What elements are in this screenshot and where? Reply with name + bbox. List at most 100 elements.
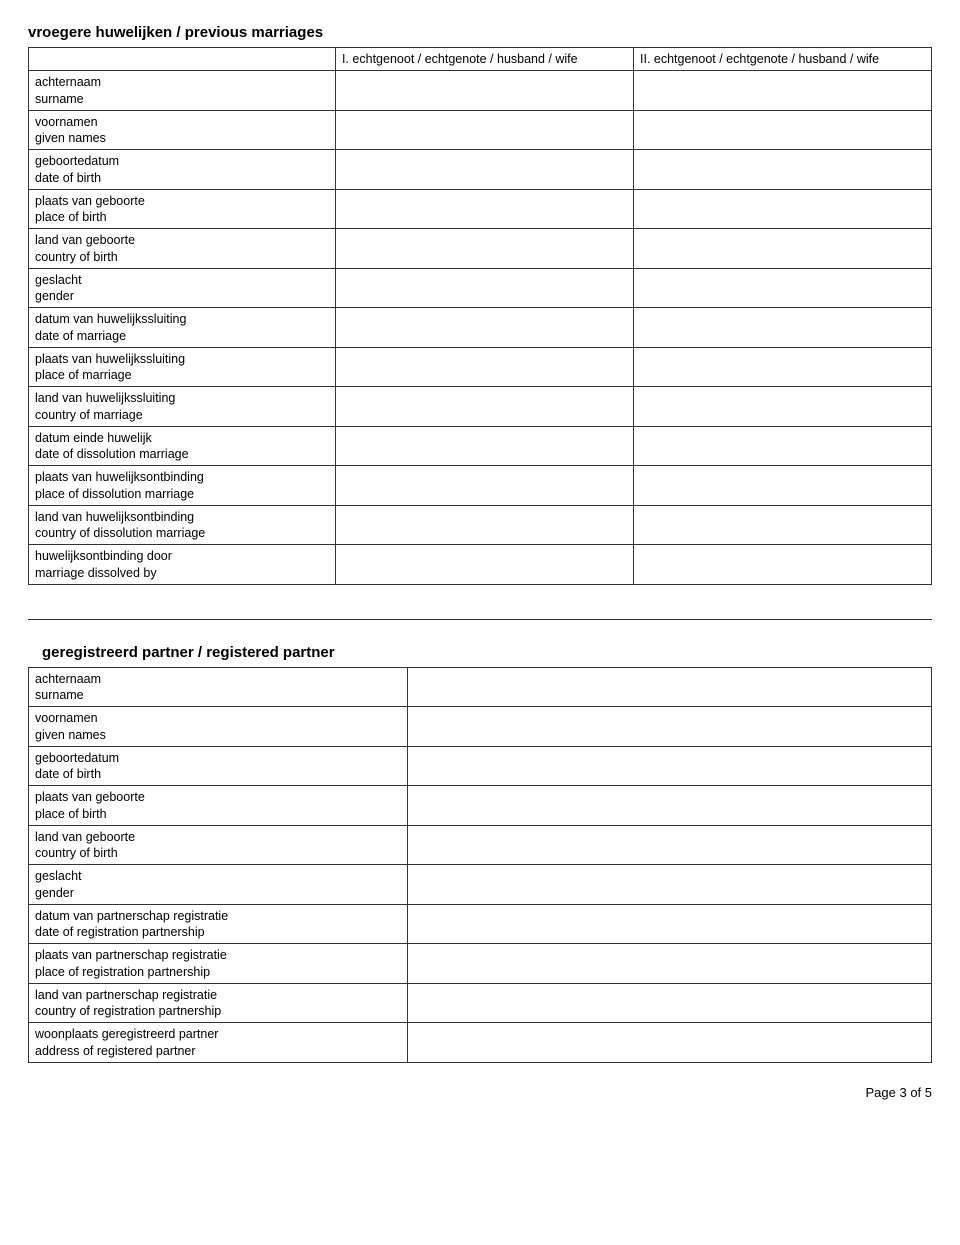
label-en: surname [35,687,401,703]
value-cell[interactable] [408,746,932,786]
row-label: land van geboorte country of birth [29,229,336,269]
label-en: date of birth [35,170,329,186]
row-label: land van huwelijksontbinding country of … [29,505,336,545]
value-cell[interactable] [634,268,932,308]
row-label: geslacht gender [29,268,336,308]
value-cell[interactable] [634,505,932,545]
label-en: country of marriage [35,407,329,423]
label-nl: geslacht [35,272,329,288]
label-nl: woonplaats geregistreerd partner [35,1026,401,1042]
label-nl: achternaam [35,671,401,687]
label-en: country of birth [35,249,329,265]
label-en: given names [35,727,401,743]
label-nl: geboortedatum [35,750,401,766]
value-cell[interactable] [336,71,634,111]
label-en: date of marriage [35,328,329,344]
label-en: marriage dissolved by [35,565,329,581]
label-nl: land van geboorte [35,829,401,845]
label-en: surname [35,91,329,107]
value-cell[interactable] [336,426,634,466]
value-cell[interactable] [408,983,932,1023]
previous-marriages-table: I. echtgenoot / echtgenote / husband / w… [28,47,932,585]
row-label: huwelijksontbinding door marriage dissol… [29,545,336,585]
table-row: achternaam surname [29,71,932,111]
label-en: given names [35,130,329,146]
value-cell[interactable] [408,786,932,826]
table-row: land van geboorte country of birth [29,229,932,269]
row-label: achternaam surname [29,667,408,707]
value-cell[interactable] [336,189,634,229]
label-en: date of dissolution marriage [35,446,329,462]
label-nl: geslacht [35,868,401,884]
value-cell[interactable] [336,268,634,308]
table-row: plaats van huwelijksontbinding place of … [29,466,932,506]
table-row: land van partnerschap registratie countr… [29,983,932,1023]
value-cell[interactable] [408,904,932,944]
label-en: place of birth [35,806,401,822]
value-cell[interactable] [634,387,932,427]
table-row: datum van partnerschap registratie date … [29,904,932,944]
value-cell[interactable] [408,667,932,707]
value-cell[interactable] [336,110,634,150]
value-cell[interactable] [336,505,634,545]
value-cell[interactable] [336,347,634,387]
table-row: land van huwelijksontbinding country of … [29,505,932,545]
row-label: geslacht gender [29,865,408,905]
value-cell[interactable] [634,229,932,269]
label-nl: datum van partnerschap registratie [35,908,401,924]
row-label: datum van huwelijkssluiting date of marr… [29,308,336,348]
value-cell[interactable] [408,825,932,865]
value-cell[interactable] [336,308,634,348]
row-label: land van geboorte country of birth [29,825,408,865]
label-en: gender [35,885,401,901]
row-label: land van huwelijkssluiting country of ma… [29,387,336,427]
label-en: country of birth [35,845,401,861]
value-cell[interactable] [634,347,932,387]
label-en: place of marriage [35,367,329,383]
label-nl: huwelijksontbinding door [35,548,329,564]
section2-title: geregistreerd partner / registered partn… [42,644,932,661]
section1-title: vroegere huwelijken / previous marriages [28,24,932,41]
value-cell[interactable] [336,387,634,427]
value-cell[interactable] [408,944,932,984]
label-nl: plaats van huwelijksontbinding [35,469,329,485]
value-cell[interactable] [408,1023,932,1063]
row-label: woonplaats geregistreerd partner address… [29,1023,408,1063]
value-cell[interactable] [634,150,932,190]
value-cell[interactable] [336,545,634,585]
value-cell[interactable] [408,865,932,905]
row-label: plaats van partnerschap registratie plac… [29,944,408,984]
table-header-row: I. echtgenoot / echtgenote / husband / w… [29,48,932,71]
label-en: place of birth [35,209,329,225]
section-divider [28,619,932,620]
row-label: voornamen given names [29,707,408,747]
label-nl: achternaam [35,74,329,90]
value-cell[interactable] [634,189,932,229]
value-cell[interactable] [634,466,932,506]
value-cell[interactable] [336,466,634,506]
value-cell[interactable] [408,707,932,747]
label-nl: land van geboorte [35,232,329,248]
value-cell[interactable] [634,426,932,466]
value-cell[interactable] [336,229,634,269]
label-en: country of dissolution marriage [35,525,329,541]
label-nl: datum einde huwelijk [35,430,329,446]
table-row: plaats van huwelijkssluiting place of ma… [29,347,932,387]
row-label: geboortedatum date of birth [29,150,336,190]
label-en: address of registered partner [35,1043,401,1059]
value-cell[interactable] [634,110,932,150]
table-row: voornamen given names [29,110,932,150]
label-nl: datum van huwelijkssluiting [35,311,329,327]
value-cell[interactable] [634,308,932,348]
label-nl: plaats van geboorte [35,789,401,805]
registered-partner-table: achternaam surname voornamen given names… [28,667,932,1063]
row-label: plaats van huwelijksontbinding place of … [29,466,336,506]
table-row: plaats van geboorte place of birth [29,189,932,229]
table-row: datum einde huwelijk date of dissolution… [29,426,932,466]
label-en: gender [35,288,329,304]
value-cell[interactable] [634,545,932,585]
value-cell[interactable] [336,150,634,190]
value-cell[interactable] [634,71,932,111]
row-label: achternaam surname [29,71,336,111]
table-row: geslacht gender [29,268,932,308]
